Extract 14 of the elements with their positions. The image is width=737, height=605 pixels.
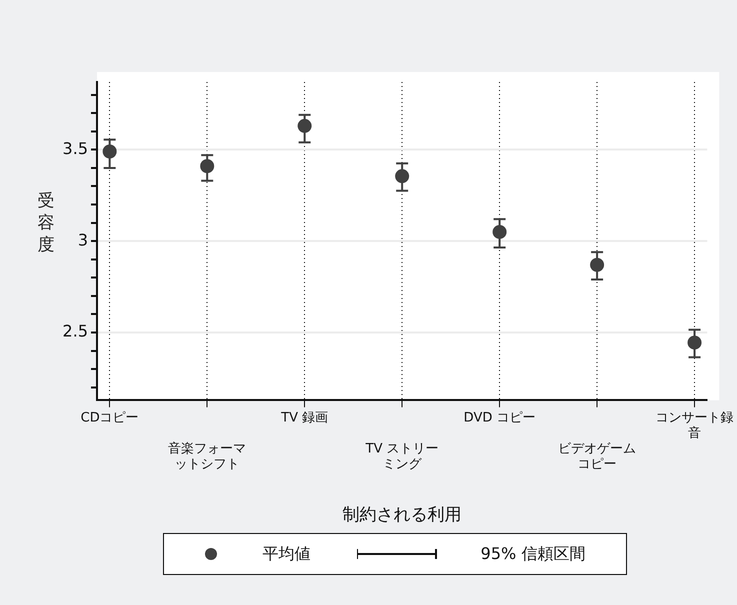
y-tick-label: 2.5 (62, 322, 88, 341)
text: 平均値 (262, 544, 311, 564)
y-axis-title: 受容度 (36, 190, 56, 256)
x-tick-label: TV 録画 (280, 410, 328, 426)
x-tick-label: DVD コピー (464, 410, 536, 426)
x-tick-label: TV ストリーミング (364, 442, 439, 472)
y-tick-label: 3.5 (62, 138, 88, 158)
x-tick-label: CDコピー (80, 410, 139, 426)
x-axis-title: 制約される利用 (342, 505, 462, 526)
x-tick-label: ビデオゲームコピー (558, 442, 636, 472)
text: 95% 信頼区間 (480, 544, 586, 564)
x-tick-label: 音楽フォーマットシフト (168, 442, 246, 472)
x-tick-label: コンサート録音 (656, 410, 734, 441)
y-tick-label: 3 (78, 230, 88, 250)
